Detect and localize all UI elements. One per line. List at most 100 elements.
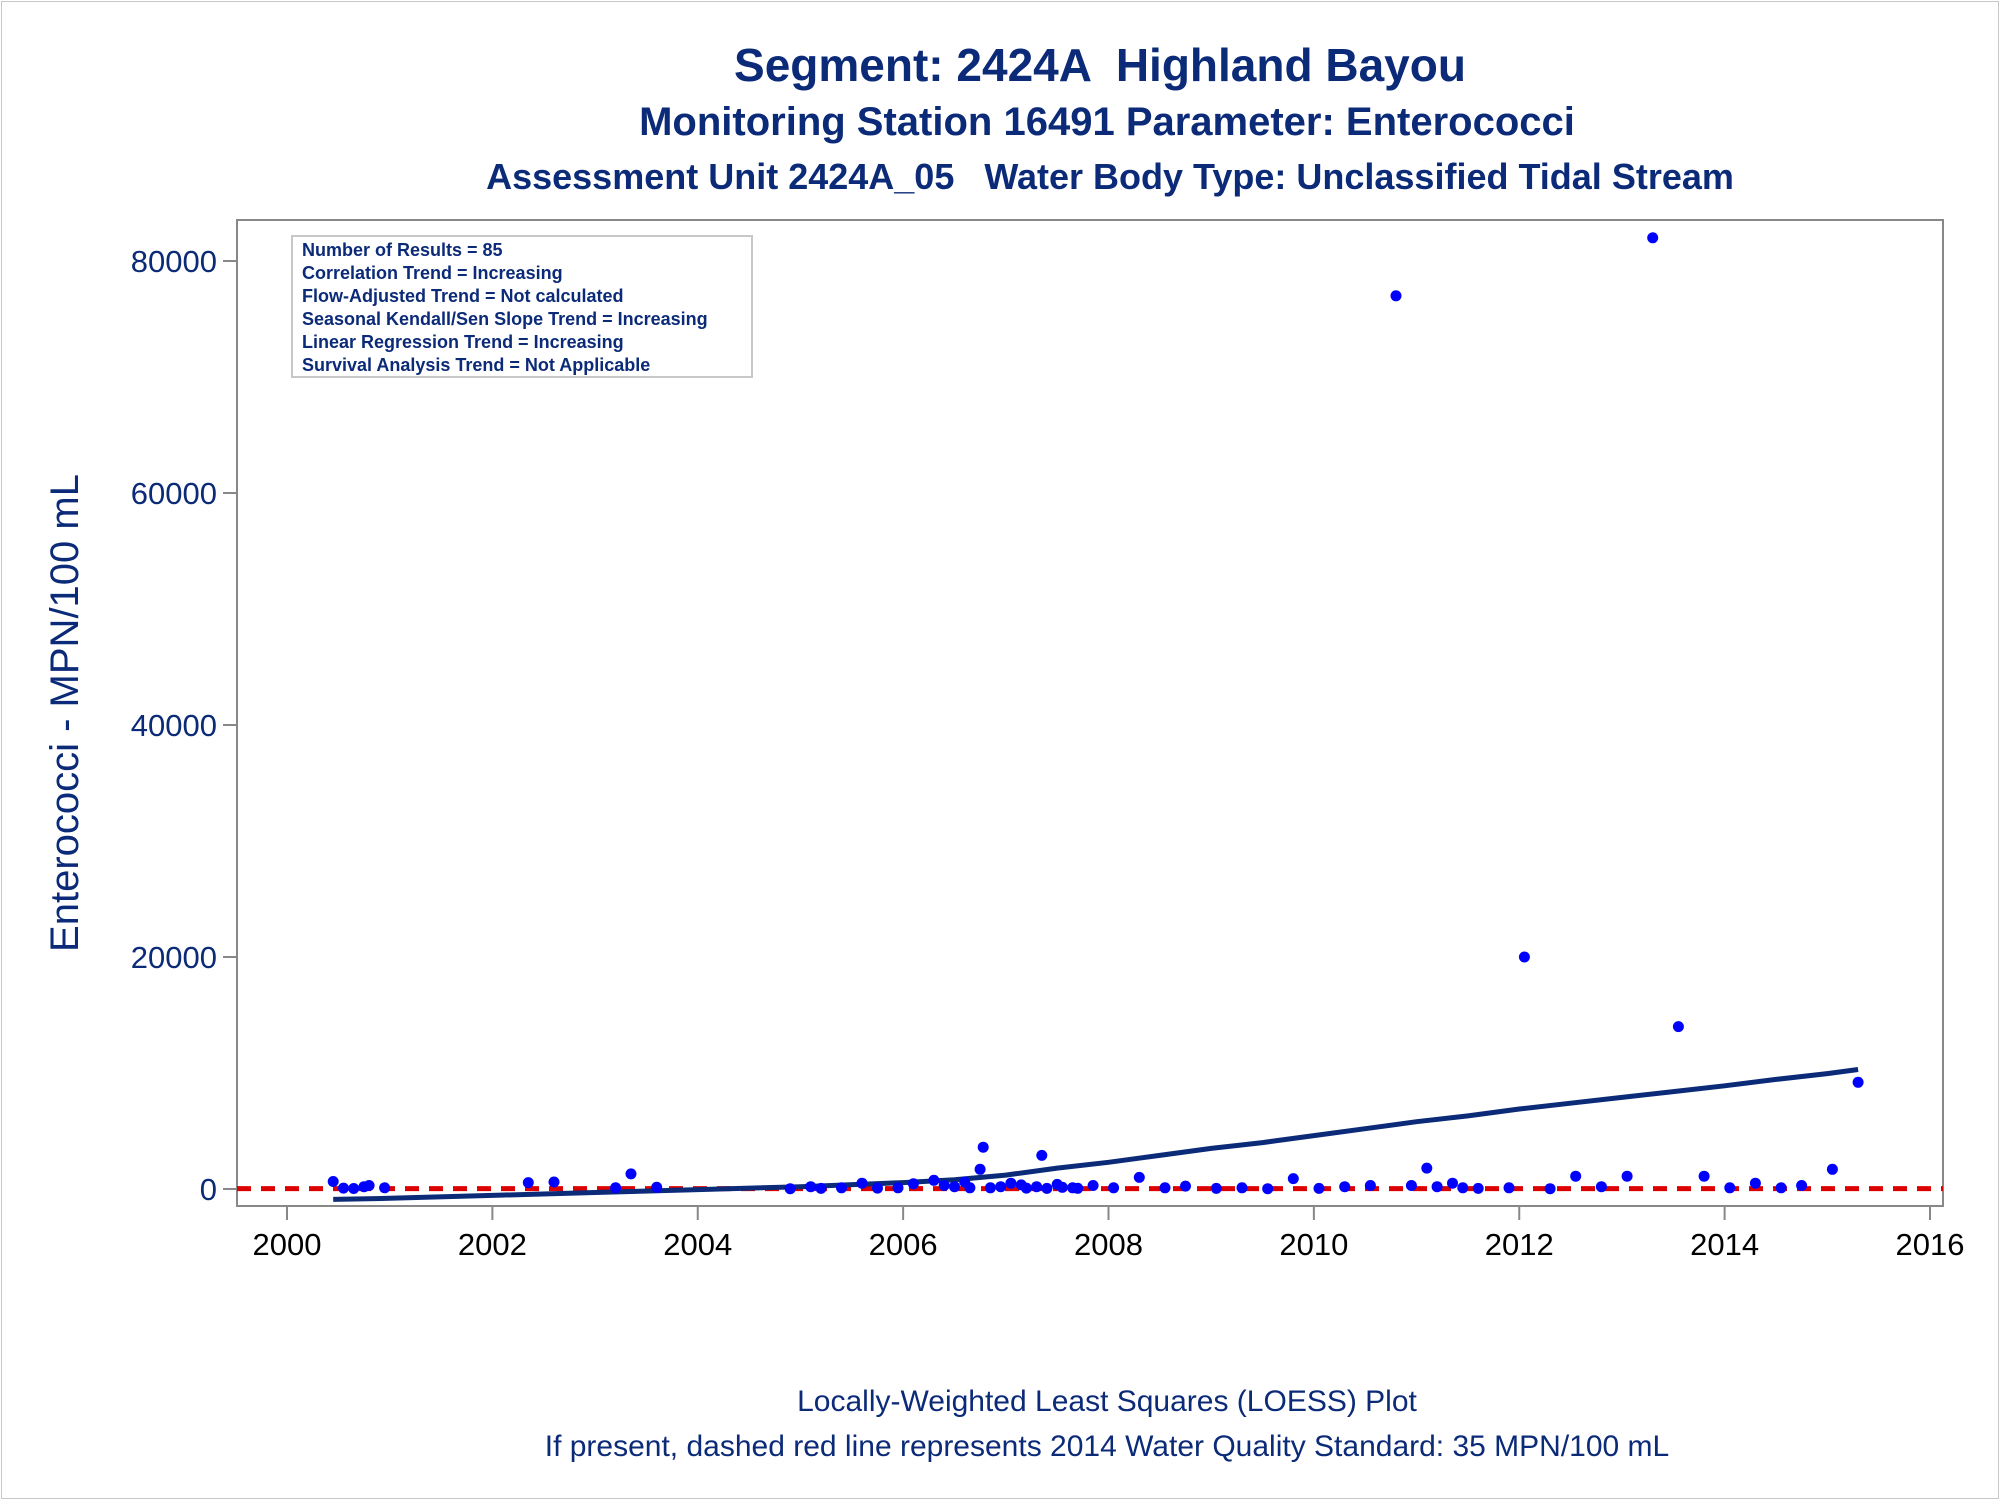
data-point: [964, 1182, 976, 1194]
data-point: [836, 1182, 847, 1194]
data-point: [949, 1181, 960, 1193]
data-point: [1313, 1182, 1325, 1194]
data-point: [1472, 1182, 1484, 1194]
data-point: [1518, 951, 1530, 963]
x-tick-label: 2010: [1279, 1227, 1348, 1262]
data-point: [338, 1182, 349, 1194]
x-axis: 2000 2002 2004 2006 2008 2010 2012 2014 2016: [253, 1206, 1964, 1262]
data-point: [1647, 232, 1659, 244]
data-point: [1775, 1182, 1787, 1194]
data-point: [784, 1183, 796, 1195]
x-tick-label: 2012: [1485, 1227, 1554, 1262]
data-point: [548, 1176, 560, 1188]
data-point: [327, 1176, 339, 1187]
data-point: [892, 1182, 904, 1194]
data-point: [1056, 1181, 1068, 1193]
chart-subtitle-station: Monitoring Station 16491 Parameter: Ente…: [639, 100, 1575, 144]
data-point: [1447, 1177, 1458, 1189]
trend-statistics-box: Number of Results = 85 Correlation Trend…: [291, 235, 753, 378]
data-point: [928, 1174, 940, 1186]
data-points: [327, 232, 1864, 1195]
chart-subtitle-assessment-unit: Assessment Unit 2424A_05 Water Body Type…: [486, 156, 1734, 197]
x-tick-label: 2014: [1690, 1227, 1759, 1262]
data-point: [1570, 1170, 1582, 1182]
stat-correlation-trend: Correlation Trend = Increasing: [302, 263, 563, 283]
data-point: [1020, 1182, 1032, 1194]
data-point: [815, 1182, 827, 1194]
data-point: [907, 1178, 919, 1190]
footer-standard-note: If present, dashed red line represents 2…: [544, 1430, 1670, 1463]
data-point: [1180, 1180, 1191, 1192]
loess-trend-line: [333, 1067, 1859, 1202]
x-tick-label: 2000: [253, 1227, 322, 1262]
trend-statistics-box-border: [291, 235, 753, 378]
data-point: [1108, 1182, 1120, 1194]
data-point: [1041, 1182, 1053, 1194]
data-point: [1005, 1177, 1017, 1189]
chart-title: Segment: 2424A Highland Bayou: [734, 39, 1466, 91]
stat-linear-regression-trend: Linear Regression Trend = Increasing: [302, 332, 624, 352]
stat-flow-adjusted-trend: Flow-Adjusted Trend = Not calculated: [302, 286, 624, 306]
stat-seasonal-kendall-trend: Seasonal Kendall/Sen Slope Trend = Incre…: [302, 309, 708, 329]
footer-plot-type: Locally-Weighted Least Squares (LOESS) P…: [797, 1385, 1417, 1418]
data-point: [1826, 1163, 1838, 1175]
data-point: [348, 1183, 360, 1194]
data-point: [1210, 1182, 1222, 1194]
x-tick-label: 2004: [663, 1227, 732, 1262]
data-point: [938, 1180, 950, 1191]
data-point: [1287, 1173, 1299, 1185]
data-point: [1421, 1162, 1433, 1174]
y-tick-label: 80000: [131, 244, 217, 279]
plot-area: [236, 219, 1944, 1207]
data-point: [856, 1177, 868, 1189]
data-point: [1595, 1181, 1607, 1193]
data-point: [977, 1141, 989, 1153]
x-tick-label: 2006: [869, 1227, 938, 1262]
data-point: [1724, 1182, 1736, 1194]
data-point: [522, 1177, 534, 1189]
y-tick-label: 60000: [131, 476, 217, 511]
data-point: [1339, 1181, 1351, 1193]
data-point: [1698, 1170, 1710, 1182]
data-point: [1390, 290, 1402, 302]
data-point: [1036, 1149, 1048, 1161]
data-point: [1749, 1177, 1761, 1189]
data-point: [363, 1180, 375, 1191]
data-point: [984, 1182, 996, 1194]
data-point: [1087, 1180, 1099, 1191]
data-point: [1852, 1076, 1864, 1088]
data-point: [1072, 1182, 1084, 1194]
data-point: [805, 1181, 817, 1193]
data-point: [610, 1182, 622, 1194]
data-point: [1431, 1181, 1443, 1193]
x-tick-label: 2002: [458, 1227, 527, 1262]
data-point: [1457, 1182, 1469, 1194]
y-axis-label: Enterococci - MPN/100 mL: [43, 474, 87, 952]
data-point: [1503, 1182, 1515, 1194]
y-axis: 0 20000 40000 60000 80000: [131, 244, 237, 1207]
data-point: [1544, 1183, 1556, 1195]
data-point: [1672, 1021, 1684, 1033]
data-point: [1031, 1181, 1043, 1193]
y-tick-label: 0: [200, 1172, 217, 1207]
stat-survival-analysis-trend: Survival Analysis Trend = Not Applicable: [302, 355, 650, 375]
data-point: [1236, 1182, 1248, 1194]
data-point: [1621, 1170, 1633, 1182]
data-point: [1405, 1180, 1417, 1191]
stat-number-of-results: Number of Results = 85: [302, 240, 503, 260]
data-point: [974, 1163, 986, 1175]
data-point: [995, 1181, 1007, 1193]
data-point: [651, 1181, 663, 1193]
data-point: [1796, 1180, 1808, 1191]
x-tick-label: 2008: [1074, 1227, 1143, 1262]
data-point: [379, 1182, 391, 1194]
data-point: [1364, 1180, 1376, 1191]
y-tick-label: 40000: [131, 708, 217, 743]
data-point: [1159, 1182, 1171, 1194]
data-point: [625, 1168, 637, 1180]
y-tick-label: 20000: [131, 940, 217, 975]
data-point: [1133, 1171, 1145, 1183]
data-point: [872, 1182, 883, 1194]
